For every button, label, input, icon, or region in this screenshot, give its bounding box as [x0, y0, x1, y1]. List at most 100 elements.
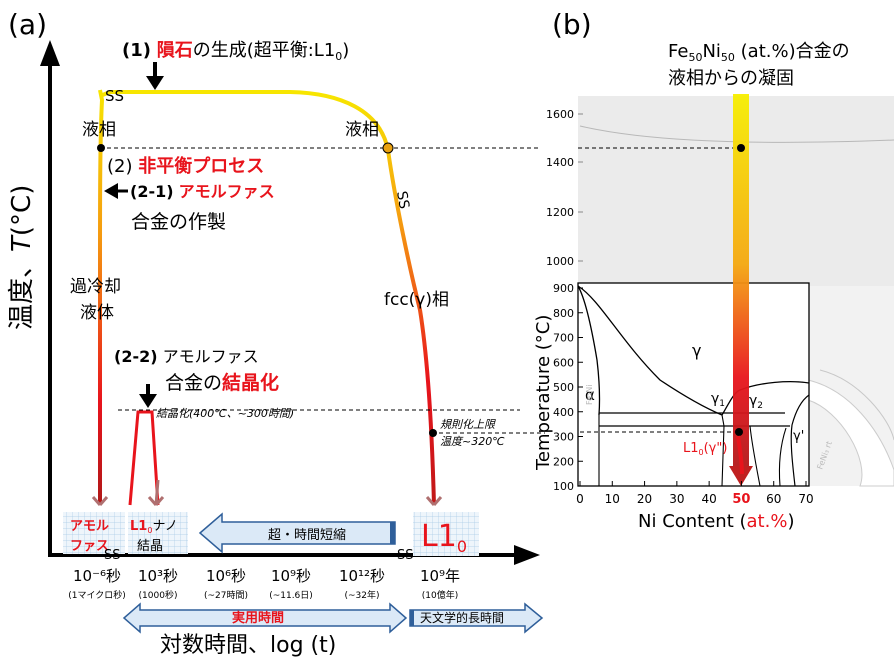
x-tick-sublabel: (~32年): [344, 589, 379, 601]
lower-y-tick-label: 400: [553, 406, 574, 419]
panel-b-title-line2: 液相からの凝固: [668, 68, 794, 89]
upper-y-ticks: 1600 1400 1200 1000: [546, 108, 583, 268]
lower-y-tick-label: 100: [553, 480, 574, 493]
astronomical-time-label: 天文学的長時間: [420, 610, 504, 625]
lower-y-tick-label: 900: [553, 282, 574, 295]
amorphous1-label: (2-1) アモルファス: [130, 182, 275, 201]
order-limit-line2: 温度~320℃: [440, 435, 505, 448]
crystallize-label: 合金の結晶化: [165, 371, 279, 394]
y-axis-label-b: Temperature (°C): [533, 315, 554, 471]
time-shorten-label: 超・時間短縮: [268, 527, 346, 543]
order-limit-line1: 規則化上限: [440, 418, 496, 431]
practical-time-label: 実用時間: [232, 610, 284, 626]
crystallize-note: 結晶化(400℃、~300時間): [156, 407, 294, 420]
lower-y-tick-label: 500: [553, 381, 574, 394]
x-tick-sublabel: (10億年): [422, 589, 458, 601]
nonequilibrium-label: (2) 非平衡プロセス: [107, 155, 264, 177]
x-axis-arrowhead: [514, 545, 540, 565]
liquidus-point-right: [382, 142, 394, 154]
x-tick-label: 10³秒: [138, 567, 178, 585]
panel-b: (b) Fe50Ni50 (at.%)合金の 液相からの凝固 160014001…: [533, 8, 894, 532]
alloy-make-label: 合金の作製: [131, 211, 226, 233]
lower-y-tick-label: 700: [553, 332, 574, 345]
ss-mid-label: SS: [393, 190, 412, 210]
x-tick-label: 10⁹秒: [271, 567, 311, 585]
astronomical-arrow-start: [410, 610, 414, 626]
phase-alpha: α: [585, 386, 595, 404]
box-amorphous-line1: アモル: [70, 519, 109, 534]
quench-curve: [98, 89, 105, 505]
upper-y-tick-label: 1400: [546, 156, 574, 169]
box-amorphous-line2: ファス: [70, 539, 109, 554]
x-tick-label-b: 20: [637, 492, 652, 506]
l10-red-arrow: [736, 435, 744, 475]
x-ticks-b: 0 10 20 30 40 50 60 70: [576, 481, 814, 507]
l10-gamma-double-prime: L10(γ"): [683, 441, 727, 457]
panel-a-label: (a): [8, 8, 47, 41]
x-tick-label-b: 50: [732, 492, 750, 507]
alpha-boundary: [577, 285, 601, 416]
practical-time-arrow: [122, 602, 408, 634]
supercooled-line1: 過冷却: [70, 277, 121, 297]
l10-nano-box: [128, 512, 188, 554]
lower-y-tick-label: 200: [553, 455, 574, 468]
time-shorten-arrow-end: [390, 522, 395, 544]
ss-top-label: SS: [105, 87, 124, 105]
arrow-to-l10-box: [147, 479, 165, 506]
lower-y-tick-label: 800: [553, 307, 574, 320]
ss-bottom-left: SS: [104, 548, 121, 563]
phase-gamma1: γ1: [711, 391, 725, 409]
order-limit-point: [429, 429, 437, 437]
upper-y-tick-label: 1200: [546, 206, 574, 219]
l10-region-boundary: [749, 425, 761, 487]
panel-b-title-line1: Fe50Ni50 (at.%)合金の: [668, 41, 850, 64]
x-tick-label: 10¹²秒: [339, 567, 385, 585]
x-tick-labels: 10⁻⁶秒 (1マイクロ秒) 10³秒 (1000秒) 10⁶秒 (~27時間) 10⁹秒 (…: [68, 567, 460, 601]
x-tick-label-b: 70: [798, 492, 813, 506]
x-tick-label-b: 10: [605, 492, 620, 506]
gamma-prime-boundary: [790, 394, 810, 487]
phase-diagram-frame: [577, 282, 810, 487]
x-tick-sublabel: (1000秒): [139, 589, 178, 601]
phase-gamma2: γ2: [749, 393, 763, 411]
x-tick-sublabel: (~11.6日): [269, 590, 313, 601]
box-l10-line1: L10ナノ: [130, 519, 178, 535]
phase-gamma-prime: γ': [793, 429, 804, 444]
lower-y-ticks: 900 800 700 600 500 400 300 200 100: [553, 282, 583, 493]
faint-right-curve: [807, 379, 894, 487]
crystallize-arrowhead: [139, 394, 157, 408]
amorphous1-arrow: [104, 183, 118, 199]
x-tick-label: 10⁹年: [420, 567, 460, 585]
phase-gamma: γ: [692, 341, 701, 360]
panel-a: (a) 温度、T(°C) (1) 隕石の生成(超平衡:L10) SS 液相 液相…: [7, 8, 545, 658]
y-axis-label: 温度、T(°C): [7, 185, 37, 330]
box-l10-line2: 結晶: [137, 539, 163, 554]
arrow-to-amorphous-box: [91, 496, 109, 506]
liquid-right-label: 液相: [345, 120, 379, 140]
gamma-prime-boundary2: [778, 427, 787, 487]
x-tick-label-b: 60: [766, 492, 781, 506]
liquid-left-label: 液相: [82, 120, 116, 140]
bar-order-point: [735, 428, 743, 436]
x-tick-label-b: 30: [669, 492, 684, 506]
liquidus-point-left: [97, 144, 105, 152]
crystallize-path: [128, 410, 160, 506]
y-axis-arrowhead: [40, 40, 60, 66]
x-axis-label-b: Ni Content (at.%): [638, 511, 794, 532]
lower-y-tick-label: 300: [553, 431, 574, 444]
x-tick-sublabel: (1マイクロ秒): [68, 589, 126, 601]
x-tick-label-b: 40: [702, 492, 717, 506]
ss-bottom-right: SS: [397, 548, 414, 563]
upper-faint-liquidus: [579, 125, 894, 143]
upper-y-tick-label: 1000: [546, 255, 574, 268]
astronomical-time-arrow: [409, 602, 544, 634]
meteorite-title: (1) 隕石の生成(超平衡:L10): [122, 40, 349, 63]
x-axis-label: 対数時間、log (t): [160, 633, 336, 658]
arrow-to-big-l10: [425, 496, 443, 506]
meteorite-arrowhead: [146, 76, 164, 90]
lower-y-tick-label: 600: [553, 356, 574, 369]
bar-liquidus-point: [737, 144, 745, 152]
faint-fe3ni-label: Fe₃Ni: [585, 385, 594, 406]
x-tick-label: 10⁶秒: [206, 567, 246, 585]
